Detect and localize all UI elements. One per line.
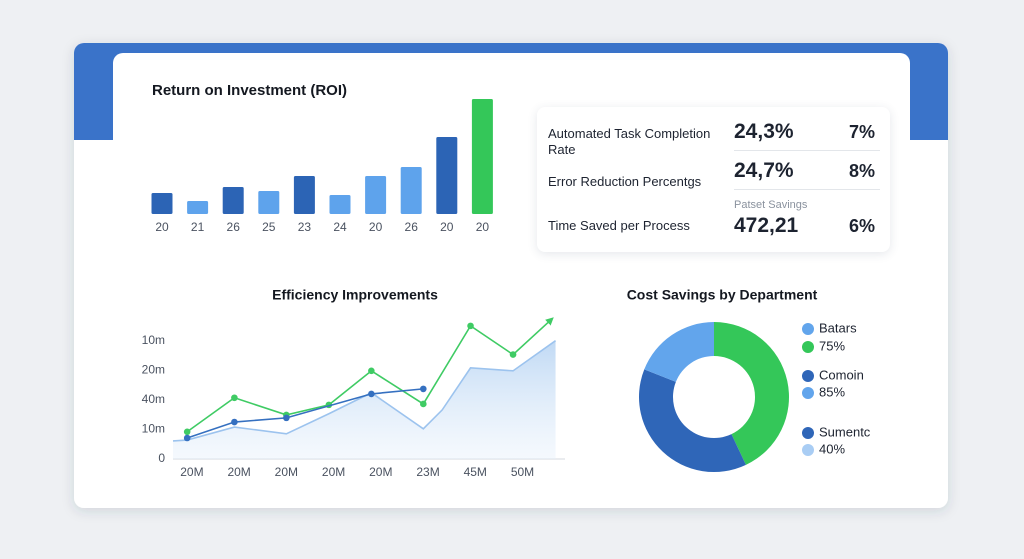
bar (329, 195, 351, 214)
legend-swatch (802, 370, 814, 382)
point (420, 385, 427, 393)
x-tick-label: 20M (227, 465, 250, 479)
bar (258, 191, 280, 214)
legend-label: Comoin (819, 367, 864, 382)
y-tick-label: 40m (142, 392, 165, 406)
x-tick-label: 24 (333, 220, 347, 234)
x-tick-label: 45M (464, 465, 487, 479)
x-tick-label: 20M (275, 465, 298, 479)
chart-title: Efficiency Improvements (272, 287, 438, 303)
bar (365, 176, 387, 214)
kpi-value: 472,21 (734, 214, 799, 237)
divider (734, 189, 880, 190)
bar (471, 99, 493, 214)
legend-label: 75% (819, 338, 845, 353)
kpi-change: 8% (849, 161, 876, 181)
x-tick-label: 20 (476, 220, 490, 234)
pie-segment (644, 322, 714, 382)
x-tick-label: 20 (369, 220, 383, 234)
kpi-value: 24,3% (734, 120, 794, 143)
pie-segment (639, 369, 746, 472)
point (420, 400, 427, 408)
legend-label: Batars (819, 320, 857, 335)
kpi-change: 7% (849, 122, 876, 142)
y-tick-label: 0 (158, 451, 165, 465)
divider (734, 150, 880, 151)
kpi-note: Patset Savings (734, 199, 808, 211)
x-tick-label: 26 (227, 220, 241, 234)
chart-title: Return on Investment (ROI) (152, 82, 347, 99)
legend-label: 40% (819, 441, 845, 456)
kpi-card: Automated Task Completion Rate 24,3% 7% … (537, 107, 890, 252)
bar (436, 137, 458, 214)
legend-swatch (802, 341, 814, 353)
chart-title: Cost Savings by Department (627, 287, 818, 303)
point (231, 418, 238, 426)
pie-segment (713, 322, 789, 465)
y-tick-label: 10m (142, 333, 165, 347)
kpi-label: Error Reduction Percentgs (548, 174, 702, 189)
bar (222, 187, 244, 214)
point (283, 414, 290, 422)
x-tick-label: 23M (416, 465, 439, 479)
x-tick-label: 25 (262, 220, 276, 234)
legend-swatch (802, 444, 814, 456)
x-tick-label: 50M (511, 465, 534, 479)
x-tick-label: 20 (440, 220, 454, 234)
x-tick-label: 26 (405, 220, 419, 234)
point (509, 351, 517, 358)
bar (400, 167, 422, 214)
y-tick-label: 10m (142, 422, 165, 436)
legend-swatch (802, 387, 814, 399)
point (183, 434, 191, 442)
point (183, 428, 191, 436)
legend-label: 85% (819, 384, 845, 399)
kpi-label: Automated Task Completion Rate (548, 126, 711, 157)
point (368, 367, 375, 375)
kpi-change: 6% (849, 216, 876, 236)
point (368, 390, 375, 398)
kpi-value: 24,7% (734, 159, 794, 182)
x-tick-label: 20 (155, 220, 169, 234)
x-tick-label: 20M (322, 465, 345, 479)
bar (151, 193, 173, 214)
x-tick-label: 23 (298, 220, 312, 234)
kpi-label: Time Saved per Process (548, 218, 690, 233)
bar (187, 201, 209, 214)
y-tick-label: 20m (142, 362, 165, 376)
legend-label: Sumentc (819, 424, 871, 439)
legend-swatch (802, 323, 814, 335)
area (173, 340, 556, 459)
x-tick-label: 21 (191, 220, 205, 234)
point (231, 394, 238, 402)
x-tick-label: 20M (180, 465, 203, 479)
bar (293, 176, 315, 214)
x-tick-label: 20M (369, 465, 392, 479)
point (467, 322, 474, 330)
legend-swatch (802, 427, 814, 439)
